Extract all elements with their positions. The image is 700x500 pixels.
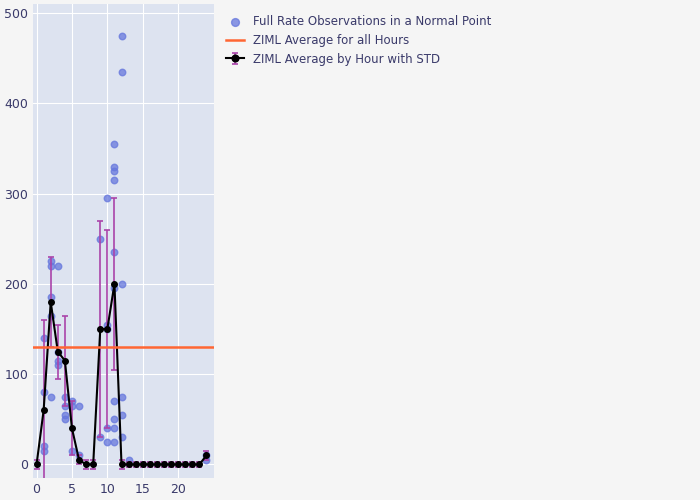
Full Rate Observations in a Normal Point: [74, 452, 85, 460]
Full Rate Observations in a Normal Point: [102, 438, 113, 446]
Full Rate Observations in a Normal Point: [38, 442, 49, 450]
Full Rate Observations in a Normal Point: [52, 262, 64, 270]
Full Rate Observations in a Normal Point: [201, 452, 212, 460]
Full Rate Observations in a Normal Point: [60, 402, 71, 410]
Full Rate Observations in a Normal Point: [108, 248, 120, 256]
Full Rate Observations in a Normal Point: [116, 32, 127, 40]
Full Rate Observations in a Normal Point: [45, 294, 56, 302]
Full Rate Observations in a Normal Point: [116, 392, 127, 400]
Full Rate Observations in a Normal Point: [38, 447, 49, 455]
ZIML Average for all Hours: [39, 344, 48, 350]
Full Rate Observations in a Normal Point: [108, 162, 120, 170]
Legend: Full Rate Observations in a Normal Point, ZIML Average for all Hours, ZIML Avera: Full Rate Observations in a Normal Point…: [221, 10, 496, 70]
Full Rate Observations in a Normal Point: [116, 411, 127, 419]
Full Rate Observations in a Normal Point: [102, 325, 113, 333]
Full Rate Observations in a Normal Point: [52, 348, 64, 356]
Full Rate Observations in a Normal Point: [66, 447, 78, 455]
Full Rate Observations in a Normal Point: [108, 140, 120, 148]
Full Rate Observations in a Normal Point: [45, 312, 56, 320]
Full Rate Observations in a Normal Point: [123, 456, 134, 464]
Full Rate Observations in a Normal Point: [102, 194, 113, 202]
Full Rate Observations in a Normal Point: [108, 424, 120, 432]
Full Rate Observations in a Normal Point: [66, 398, 78, 406]
Full Rate Observations in a Normal Point: [66, 402, 78, 410]
Full Rate Observations in a Normal Point: [108, 284, 120, 292]
Full Rate Observations in a Normal Point: [102, 320, 113, 328]
Full Rate Observations in a Normal Point: [102, 424, 113, 432]
Full Rate Observations in a Normal Point: [74, 402, 85, 410]
Full Rate Observations in a Normal Point: [108, 416, 120, 424]
Full Rate Observations in a Normal Point: [52, 356, 64, 364]
Full Rate Observations in a Normal Point: [94, 235, 106, 243]
Full Rate Observations in a Normal Point: [201, 456, 212, 464]
Full Rate Observations in a Normal Point: [108, 398, 120, 406]
Full Rate Observations in a Normal Point: [116, 68, 127, 76]
ZIML Average for all Hours: [32, 344, 41, 350]
Full Rate Observations in a Normal Point: [60, 416, 71, 424]
Full Rate Observations in a Normal Point: [94, 434, 106, 442]
Full Rate Observations in a Normal Point: [108, 167, 120, 175]
Full Rate Observations in a Normal Point: [38, 334, 49, 342]
Full Rate Observations in a Normal Point: [45, 392, 56, 400]
Full Rate Observations in a Normal Point: [60, 411, 71, 419]
Full Rate Observations in a Normal Point: [116, 280, 127, 288]
Full Rate Observations in a Normal Point: [60, 392, 71, 400]
Full Rate Observations in a Normal Point: [52, 361, 64, 369]
Full Rate Observations in a Normal Point: [45, 262, 56, 270]
Full Rate Observations in a Normal Point: [116, 434, 127, 442]
Full Rate Observations in a Normal Point: [108, 176, 120, 184]
Full Rate Observations in a Normal Point: [38, 388, 49, 396]
Full Rate Observations in a Normal Point: [45, 258, 56, 266]
Full Rate Observations in a Normal Point: [108, 438, 120, 446]
